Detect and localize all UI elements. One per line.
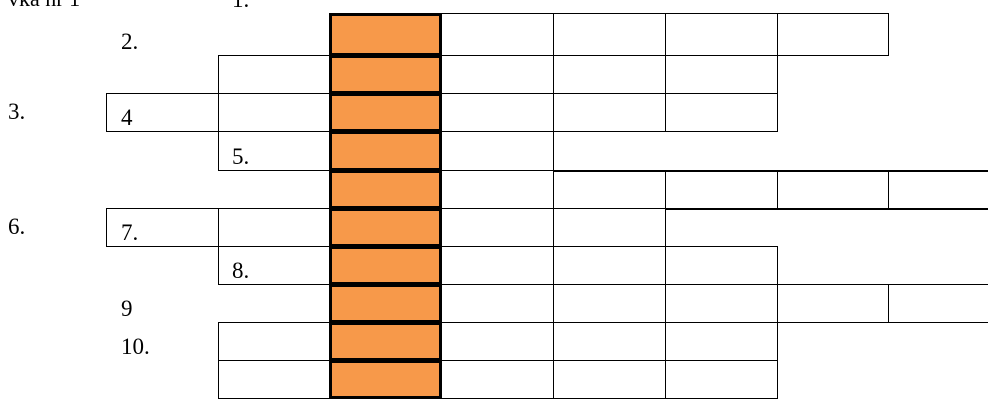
answer-cell[interactable] bbox=[553, 13, 666, 56]
answer-cell[interactable] bbox=[441, 284, 554, 323]
grid-line bbox=[553, 170, 988, 172]
answer-cell[interactable] bbox=[665, 13, 778, 56]
answer-cell[interactable] bbox=[441, 170, 554, 209]
answer-cell[interactable] bbox=[665, 93, 778, 132]
key-cell[interactable] bbox=[329, 131, 442, 171]
key-cell[interactable] bbox=[329, 170, 442, 209]
clue-number-seven: 7. bbox=[121, 220, 139, 245]
answer-cell[interactable] bbox=[218, 208, 330, 247]
answer-cell[interactable] bbox=[553, 55, 666, 94]
answer-cell[interactable] bbox=[441, 246, 554, 285]
clue-number-six: 6. bbox=[8, 214, 26, 239]
answer-cell[interactable] bbox=[441, 93, 554, 132]
answer-cell[interactable] bbox=[777, 13, 889, 56]
key-cell[interactable] bbox=[329, 208, 442, 247]
key-cell[interactable] bbox=[329, 13, 442, 56]
clue-number-ten: 10. bbox=[121, 334, 150, 359]
clue-number-two: 2. bbox=[121, 29, 139, 54]
answer-cell[interactable] bbox=[777, 170, 889, 209]
grid-line bbox=[665, 208, 988, 210]
answer-cell[interactable] bbox=[888, 284, 988, 323]
answer-cell[interactable] bbox=[106, 93, 219, 132]
answer-cell[interactable] bbox=[218, 93, 330, 132]
answer-cell[interactable] bbox=[553, 284, 666, 323]
answer-cell[interactable] bbox=[665, 55, 778, 94]
clue-number-one: 1. bbox=[232, 0, 249, 13]
clue-number-three: 3. bbox=[8, 99, 26, 124]
answer-cell[interactable] bbox=[441, 360, 554, 399]
answer-cell[interactable] bbox=[553, 93, 666, 132]
answer-cell[interactable] bbox=[665, 360, 778, 399]
key-cell[interactable] bbox=[329, 284, 442, 323]
answer-cell[interactable] bbox=[441, 13, 554, 56]
answer-cell[interactable] bbox=[441, 55, 554, 94]
key-cell[interactable] bbox=[329, 360, 442, 399]
answer-cell[interactable] bbox=[665, 170, 778, 209]
answer-cell[interactable] bbox=[218, 55, 330, 94]
clue-number-four: 4 bbox=[121, 105, 133, 130]
answer-cell[interactable] bbox=[553, 246, 666, 285]
key-cell[interactable] bbox=[329, 246, 442, 285]
answer-cell[interactable] bbox=[106, 208, 219, 247]
answer-cell[interactable] bbox=[777, 284, 889, 323]
answer-cell[interactable] bbox=[553, 322, 666, 361]
answer-cell[interactable] bbox=[665, 246, 778, 285]
clue-number-five: 5. bbox=[232, 144, 250, 169]
answer-cell[interactable] bbox=[218, 131, 330, 171]
answer-cell[interactable] bbox=[665, 322, 778, 361]
answer-cell[interactable] bbox=[441, 322, 554, 361]
key-cell[interactable] bbox=[329, 55, 442, 94]
answer-cell[interactable] bbox=[553, 170, 666, 209]
answer-cell[interactable] bbox=[888, 170, 988, 209]
figure-caption: vka nr 1 bbox=[8, 0, 80, 12]
answer-cell[interactable] bbox=[553, 208, 666, 247]
key-cell[interactable] bbox=[329, 93, 442, 132]
answer-cell[interactable] bbox=[665, 284, 778, 323]
answer-cell[interactable] bbox=[218, 360, 330, 399]
answer-cell[interactable] bbox=[218, 322, 330, 361]
clue-number-eight: 8. bbox=[232, 258, 250, 283]
answer-cell[interactable] bbox=[553, 360, 666, 399]
answer-cell[interactable] bbox=[441, 131, 554, 171]
clue-number-nine: 9 bbox=[121, 296, 133, 321]
key-cell[interactable] bbox=[329, 322, 442, 361]
answer-cell[interactable] bbox=[441, 208, 554, 247]
